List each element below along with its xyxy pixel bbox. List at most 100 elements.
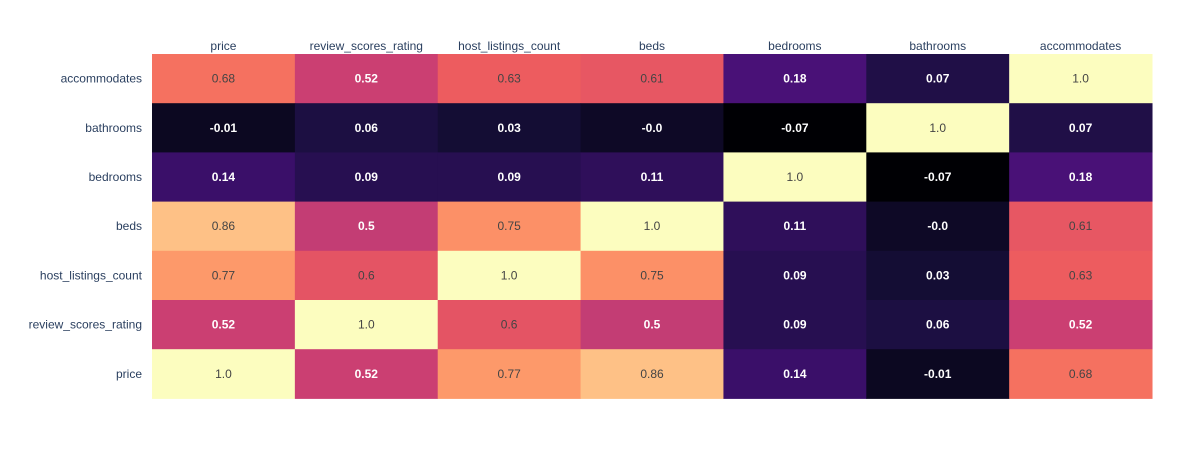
- cell-value-label: -0.01: [210, 121, 238, 135]
- y-tick-label: review_scores_rating: [29, 318, 142, 332]
- heatmap-cell: [580, 201, 724, 252]
- heatmap-cell: [294, 250, 439, 301]
- heatmap-cell: [723, 349, 867, 399]
- heatmap-cell-labels: 0.68 0.52 0.63 0.61 0.18 0.07 1.0 -0.01 0.06 0.03…: [210, 72, 1093, 381]
- heatmap-cell: [152, 201, 296, 252]
- cell-value-label: 0.11: [784, 219, 807, 233]
- heatmap-cell: [866, 54, 1010, 104]
- heatmap-cell: [1009, 250, 1153, 301]
- heatmap-cell: [1009, 152, 1153, 203]
- heatmap-cell: [866, 152, 1010, 203]
- cell-value-label: 0.68: [212, 72, 236, 86]
- x-tick-label: review_scores_rating: [310, 39, 423, 53]
- cell-value-label: 0.63: [497, 72, 521, 86]
- x-tick-label: price: [210, 39, 236, 53]
- heatmap-cell: [580, 152, 724, 203]
- heatmap-cells: [152, 54, 1153, 399]
- x-tick-label: bathrooms: [909, 39, 966, 53]
- cell-value-label: 0.07: [926, 72, 950, 86]
- heatmap-cell: [866, 250, 1010, 301]
- heatmap-cell: [580, 349, 724, 399]
- heatmap-cell: [866, 349, 1010, 399]
- cell-value-label: 0.61: [1069, 219, 1093, 233]
- y-tick-label: host_listings_count: [40, 268, 143, 282]
- heatmap-cell: [437, 349, 582, 399]
- cell-value-label: 0.18: [783, 72, 807, 86]
- cell-value-label: -0.07: [924, 170, 952, 184]
- heatmap-cell: [152, 300, 296, 350]
- cell-value-label: -0.07: [781, 121, 809, 135]
- cell-value-label: 0.09: [783, 318, 807, 332]
- heatmap-cell: [1009, 300, 1153, 350]
- cell-value-label: 0.09: [497, 170, 521, 184]
- y-tick-label: beds: [116, 219, 142, 233]
- y-tick-label: bedrooms: [89, 170, 142, 184]
- cell-value-label: 1.0: [501, 268, 518, 282]
- heatmap-cell: [723, 250, 867, 301]
- cell-value-label: 0.5: [358, 219, 375, 233]
- y-tick-label: price: [116, 367, 142, 381]
- cell-value-label: 0.14: [212, 170, 236, 184]
- cell-value-label: 0.86: [212, 219, 236, 233]
- heatmap-cell: [152, 152, 296, 203]
- y-tick-label: accommodates: [61, 72, 142, 86]
- cell-value-label: 0.68: [1069, 367, 1093, 381]
- heatmap-cell: [437, 103, 582, 153]
- heatmap-cell: [723, 201, 867, 252]
- heatmap-cell: [1009, 201, 1153, 252]
- x-tick-label: host_listings_count: [458, 39, 561, 53]
- heatmap-cell: [866, 201, 1010, 252]
- cell-value-label: 1.0: [787, 170, 804, 184]
- x-tick-label: bedrooms: [768, 39, 821, 53]
- cell-value-label: 0.52: [355, 72, 379, 86]
- heatmap-cell: [437, 250, 582, 301]
- heatmap-cell: [723, 54, 867, 104]
- heatmap-cell: [152, 103, 296, 153]
- heatmap-cell: [866, 300, 1010, 350]
- cell-value-label: 1.0: [1072, 72, 1089, 86]
- cell-value-label: -0.0: [927, 219, 948, 233]
- cell-value-label: 1.0: [929, 121, 946, 135]
- heatmap-cell: [580, 250, 724, 301]
- cell-value-label: 0.52: [1069, 318, 1093, 332]
- heatmap-cell: [294, 349, 439, 399]
- y-axis-ticks: accommodates bathrooms bedrooms beds host_li…: [29, 72, 143, 381]
- heatmap-cell: [1009, 54, 1153, 104]
- x-axis-ticks: price review_scores_rating host_listings_c…: [210, 39, 1121, 53]
- cell-value-label: 0.06: [926, 318, 950, 332]
- cell-value-label: 0.03: [926, 268, 950, 282]
- cell-value-label: 0.77: [212, 268, 236, 282]
- cell-value-label: 0.75: [640, 268, 664, 282]
- heatmap-cell: [1009, 349, 1153, 399]
- cell-value-label: 0.52: [212, 318, 236, 332]
- cell-value-label: 0.06: [355, 121, 379, 135]
- heatmap-cell: [294, 54, 439, 104]
- cell-value-label: -0.01: [924, 367, 952, 381]
- cell-value-label: 0.6: [501, 318, 518, 332]
- cell-value-label: 0.03: [497, 121, 521, 135]
- cell-value-label: 1.0: [358, 318, 375, 332]
- x-tick-label: beds: [639, 39, 665, 53]
- cell-value-label: 0.75: [497, 219, 521, 233]
- cell-value-label: 0.52: [355, 367, 379, 381]
- cell-value-label: 0.77: [497, 367, 521, 381]
- heatmap-cell: [437, 300, 582, 350]
- heatmap-cell: [294, 300, 439, 350]
- heatmap-cell: [1009, 103, 1153, 153]
- cell-value-label: 0.63: [1069, 268, 1093, 282]
- heatmap-cell: [294, 152, 439, 203]
- cell-value-label: -0.0: [642, 121, 663, 135]
- heatmap-cell: [723, 103, 867, 153]
- cell-value-label: 0.86: [640, 367, 664, 381]
- heatmap-cell: [152, 349, 296, 399]
- cell-value-label: 0.11: [641, 170, 664, 184]
- heatmap-cell: [580, 300, 724, 350]
- heatmap-cell: [437, 54, 582, 104]
- heatmap-cell: [580, 103, 724, 153]
- heatmap-cell: [294, 103, 439, 153]
- cell-value-label: 1.0: [644, 219, 661, 233]
- cell-value-label: 0.18: [1069, 170, 1093, 184]
- cell-value-label: 0.09: [355, 170, 379, 184]
- heatmap-cell: [152, 250, 296, 301]
